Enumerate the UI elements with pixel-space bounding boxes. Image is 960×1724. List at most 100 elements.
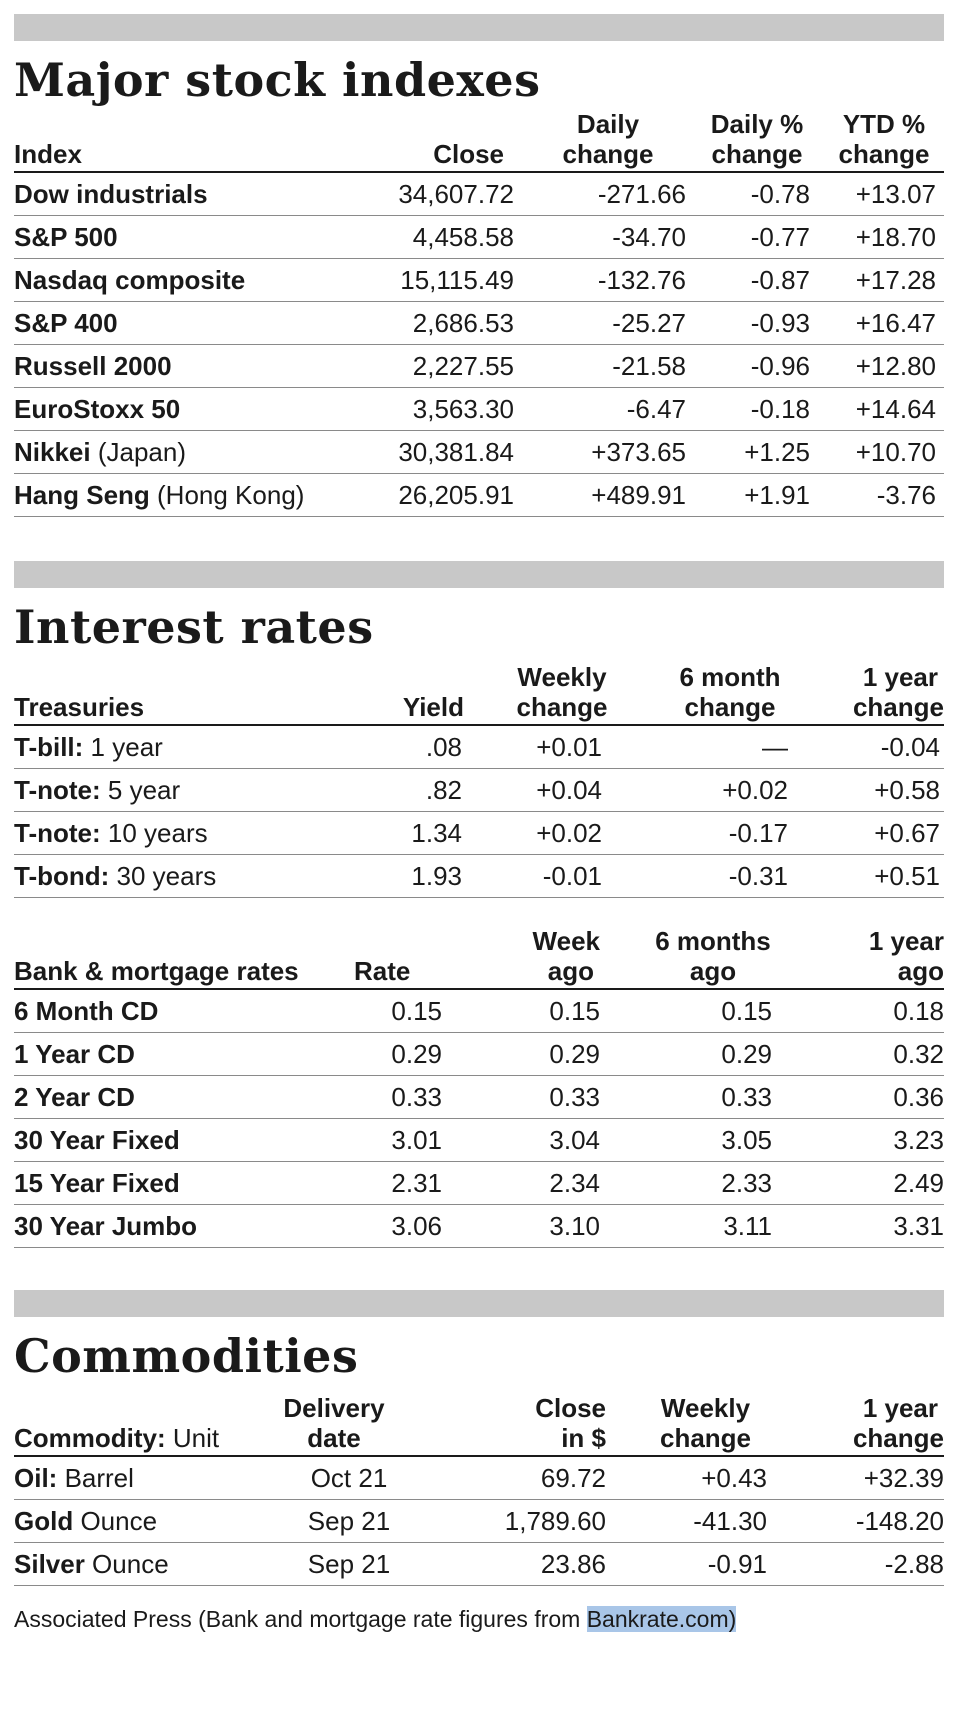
col-header-rate: Rate xyxy=(354,926,454,990)
index-name-cell: Nasdaq composite xyxy=(14,258,354,302)
table-row: 6 Month CD 0.15 0.15 0.15 0.18 xyxy=(14,989,944,1033)
table-row: Dow industrials 34,607.72 -271.66 -0.78 +13.… xyxy=(14,172,944,216)
oney-ago-cell: 0.18 xyxy=(794,989,944,1033)
table-row: T-note: 10 years 1.34 +0.02 -0.17 +0.67 xyxy=(14,811,944,855)
bank-rate-name-cell: 6 Month CD xyxy=(14,989,354,1033)
yield-cell: .08 xyxy=(344,725,474,769)
col-header-bank-mortgage: Bank & mortgage rates xyxy=(14,926,354,990)
close-cell: 69.72 xyxy=(404,1456,614,1500)
index-name-cell: S&P 400 xyxy=(14,301,354,345)
daily-pct-cell: -0.77 xyxy=(694,215,824,259)
table-row: T-bond: 30 years 1.93 -0.01 -0.31 +0.51 xyxy=(14,854,944,898)
ytd-pct-cell: +14.64 xyxy=(824,387,944,431)
daily-change-cell: -6.47 xyxy=(524,387,694,431)
close-cell: 2,227.55 xyxy=(354,344,524,388)
sixm-ago-cell: 2.33 xyxy=(624,1161,794,1205)
sixm-ago-cell: 3.11 xyxy=(624,1204,794,1248)
week-ago-cell: 0.33 xyxy=(454,1075,624,1119)
table-row: Oil: Barrel Oct 21 69.72 +0.43 +32.39 xyxy=(14,1456,944,1500)
oney-change-cell: +32.39 xyxy=(779,1456,944,1500)
rate-cell: 3.06 xyxy=(354,1204,454,1248)
rate-cell: 0.29 xyxy=(354,1032,454,1076)
daily-change-cell: -21.58 xyxy=(524,344,694,388)
daily-pct-cell: +1.91 xyxy=(694,473,824,517)
close-cell: 2,686.53 xyxy=(354,301,524,345)
ytd-pct-cell: +10.70 xyxy=(824,430,944,474)
col-header-commodity-unit: Commodity: Unit xyxy=(14,1393,264,1457)
close-cell: 3,563.30 xyxy=(354,387,524,431)
week-ago-cell: 0.15 xyxy=(454,989,624,1033)
col-header-6months-ago: 6 months ago xyxy=(624,926,794,990)
close-cell: 26,205.91 xyxy=(354,473,524,517)
close-cell: 23.86 xyxy=(404,1542,614,1586)
close-cell: 4,458.58 xyxy=(354,215,524,259)
daily-pct-cell: -0.18 xyxy=(694,387,824,431)
week-ago-cell: 3.04 xyxy=(454,1118,624,1162)
sixm-ago-cell: 0.33 xyxy=(624,1075,794,1119)
delivery-date-cell: Oct 21 xyxy=(264,1456,404,1500)
table-header-row: Commodity: Unit Delivery date Close in $ W… xyxy=(14,1393,944,1457)
col-header-index: Index xyxy=(14,109,354,173)
weekly-change-cell: -41.30 xyxy=(614,1499,779,1543)
ytd-pct-cell: +18.70 xyxy=(824,215,944,259)
col-header-weekly-change: Weekly change xyxy=(614,1393,779,1457)
treasury-name-cell: T-note: 5 year xyxy=(14,768,344,812)
section-divider-bar xyxy=(14,14,944,41)
col-header-daily-change: Daily change xyxy=(524,109,694,173)
treasuries-table: Treasuries Yield Weekly change 6 month cha… xyxy=(14,662,944,898)
daily-change-cell: -34.70 xyxy=(524,215,694,259)
ytd-pct-cell: +16.47 xyxy=(824,301,944,345)
treasury-name-cell: T-bond: 30 years xyxy=(14,854,344,898)
index-name-cell: Dow industrials xyxy=(14,172,354,216)
commodities-title: Commodities xyxy=(14,1329,359,1383)
commodities-table: Commodity: Unit Delivery date Close in $ W… xyxy=(14,1393,944,1586)
col-header-1year-change: 1 year change xyxy=(779,1393,944,1457)
col-header-close: Close in $ xyxy=(404,1393,614,1457)
index-name-cell: Hang Seng (Hong Kong) xyxy=(14,473,354,517)
sixm-ago-cell: 0.15 xyxy=(624,989,794,1033)
commodity-name-cell: Gold Ounce xyxy=(14,1499,264,1543)
delivery-date-cell: Sep 21 xyxy=(264,1499,404,1543)
bank-rate-name-cell: 15 Year Fixed xyxy=(14,1161,354,1205)
rate-cell: 0.15 xyxy=(354,989,454,1033)
daily-pct-cell: -0.87 xyxy=(694,258,824,302)
daily-change-cell: +489.91 xyxy=(524,473,694,517)
yield-cell: 1.93 xyxy=(344,854,474,898)
stocks-title: Major stock indexes xyxy=(14,53,541,107)
index-name-cell: EuroStoxx 50 xyxy=(14,387,354,431)
daily-pct-cell: -0.96 xyxy=(694,344,824,388)
oney-change-cell: -0.04 xyxy=(804,725,944,769)
col-header-daily-pct: Daily % change xyxy=(694,109,824,173)
col-header-week-ago: Week ago xyxy=(454,926,624,990)
index-name-cell: S&P 500 xyxy=(14,215,354,259)
oney-change-cell: +0.67 xyxy=(804,811,944,855)
col-header-6month-change: 6 month change xyxy=(634,662,804,726)
delivery-date-cell: Sep 21 xyxy=(264,1542,404,1586)
daily-pct-cell: -0.93 xyxy=(694,301,824,345)
treasury-name-cell: T-note: 10 years xyxy=(14,811,344,855)
oney-change-cell: +0.51 xyxy=(804,854,944,898)
sixm-ago-cell: 0.29 xyxy=(624,1032,794,1076)
table-row: Russell 2000 2,227.55 -21.58 -0.96 +12.80 xyxy=(14,344,944,388)
market-data-page: Major stock indexes Index Close Daily cha… xyxy=(14,0,944,1633)
oney-change-cell: -148.20 xyxy=(779,1499,944,1543)
col-header-close: Close xyxy=(354,109,524,173)
rate-cell: 2.31 xyxy=(354,1161,454,1205)
bank-rates-table: Bank & mortgage rates Rate Week ago 6 mon… xyxy=(14,926,944,1248)
col-header-delivery-date: Delivery date xyxy=(264,1393,404,1457)
close-cell: 1,789.60 xyxy=(404,1499,614,1543)
index-name-cell: Nikkei (Japan) xyxy=(14,430,354,474)
week-ago-cell: 2.34 xyxy=(454,1161,624,1205)
daily-change-cell: -132.76 xyxy=(524,258,694,302)
table-header-row: Bank & mortgage rates Rate Week ago 6 mon… xyxy=(14,926,944,990)
section-divider-bar xyxy=(14,1290,944,1317)
col-header-treasuries: Treasuries xyxy=(14,662,344,726)
bank-rate-name-cell: 2 Year CD xyxy=(14,1075,354,1119)
section-divider-bar xyxy=(14,561,944,588)
bankrate-link[interactable]: Bankrate.com) xyxy=(586,1606,737,1632)
daily-change-cell: -271.66 xyxy=(524,172,694,216)
rate-cell: 0.33 xyxy=(354,1075,454,1119)
table-row: Nasdaq composite 15,115.49 -132.76 -0.87 +17… xyxy=(14,258,944,302)
bank-rate-name-cell: 1 Year CD xyxy=(14,1032,354,1076)
daily-change-cell: +373.65 xyxy=(524,430,694,474)
